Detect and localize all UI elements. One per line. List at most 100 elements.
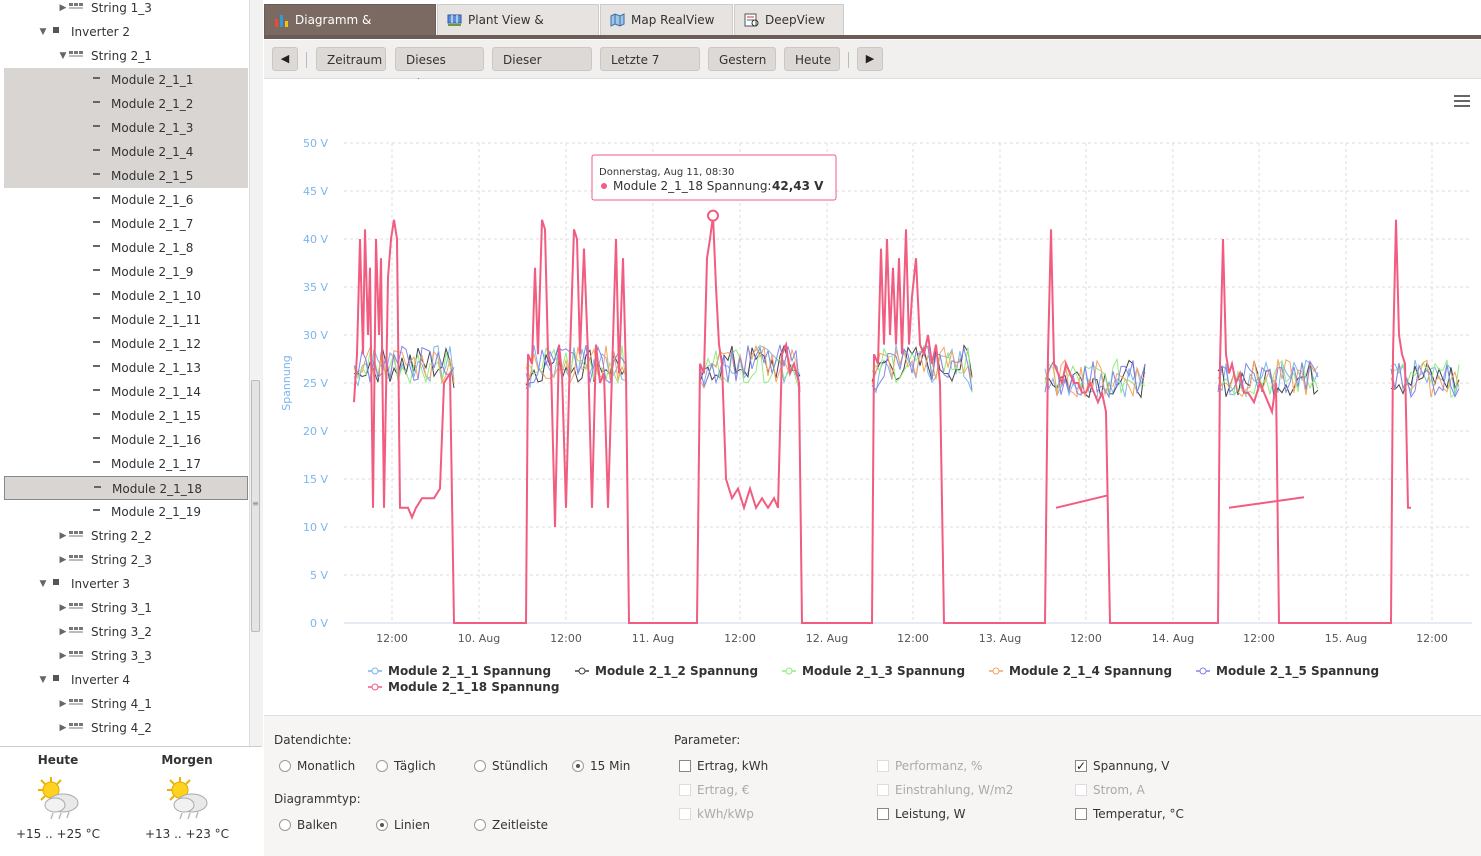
tree-scrollbar-track[interactable]	[249, 0, 263, 746]
param-temperatur-checkbox[interactable]: Temperatur, °C	[1075, 805, 1184, 823]
tree-item-module-2-1-9[interactable]: Module 2_1_9	[4, 260, 248, 284]
param-spannung-checkbox[interactable]: Spannung, V	[1075, 757, 1169, 775]
tree-item-module-2-1-1[interactable]: Module 2_1_1	[4, 68, 248, 92]
option-label: Leistung, W	[895, 807, 966, 821]
legend-marker-icon	[371, 683, 379, 691]
param-ertrag-kwh-checkbox[interactable]: Ertrag, kWh	[679, 757, 768, 775]
tree-item-string-3-1[interactable]: ▶ String 3_1	[4, 596, 248, 620]
param-strom-checkbox[interactable]: Strom, A	[1075, 781, 1145, 799]
collapse-toggle-icon[interactable]: ▼	[39, 675, 47, 685]
option-label: 15 Min	[590, 759, 631, 773]
prev-period-button[interactable]: ◀	[272, 47, 298, 71]
tree-item-string-1-3[interactable]: ▶ String 1_3	[4, 0, 248, 20]
tree-item-string-3-2[interactable]: ▶ String 3_2	[4, 620, 248, 644]
density-monatlich-radio[interactable]: Monatlich	[279, 757, 355, 775]
hamburger-menu-icon[interactable]	[1454, 95, 1470, 109]
legend-marker-icon	[992, 667, 1000, 675]
weather-temp: +15 .. +25 °C	[15, 827, 101, 841]
tree-item-module-2-1-8[interactable]: Module 2_1_8	[4, 236, 248, 260]
legend-item-module-2-1-18[interactable]: Module 2_1_18 Spannung	[368, 680, 559, 695]
tab-plant-view-layout[interactable]: Plant View & Layout	[437, 4, 599, 58]
toolbar-separator	[848, 52, 849, 68]
expand-toggle-icon[interactable]: ▶	[59, 627, 67, 637]
tree-item-inverter-3[interactable]: ▼ Inverter 3	[4, 572, 248, 596]
zeitraum-button[interactable]: Zeitraum	[316, 47, 386, 71]
tree-item-module-2-1-3[interactable]: Module 2_1_3	[4, 116, 248, 140]
tab-diagramm-statistik[interactable]: Diagramm & Statistik	[264, 4, 436, 58]
tree-item-module-2-1-5[interactable]: Module 2_1_5	[4, 164, 248, 188]
series-line-module-2-1-5	[1217, 360, 1319, 394]
tree-item-label: Module 2_1_17	[111, 457, 201, 471]
type-zeitleiste-radio[interactable]: Zeitleiste	[474, 816, 548, 834]
dieser-monat-button[interactable]: Dieser Monat	[492, 47, 592, 91]
tree-item-module-2-1-14[interactable]: Module 2_1_14	[4, 380, 248, 404]
module-icon	[88, 140, 104, 164]
param-einstrahlung-checkbox[interactable]: Einstrahlung, W/m2	[877, 781, 1013, 799]
x-tick-label: 13. Aug	[979, 632, 1021, 645]
tree-item-label: String 3_2	[91, 625, 152, 639]
tree-item-module-2-1-13[interactable]: Module 2_1_13	[4, 356, 248, 380]
expand-toggle-icon[interactable]: ▶	[59, 3, 67, 13]
param-kwh-kwp-checkbox[interactable]: kWh/kWp	[679, 805, 754, 823]
option-label: Ertrag, €	[697, 783, 750, 797]
y-tick-label: 30 V	[303, 329, 328, 342]
density-15min-radio[interactable]: 15 Min	[572, 757, 630, 775]
collapse-toggle-icon[interactable]: ▼	[39, 27, 47, 37]
tab-label: DeepView	[765, 13, 826, 27]
tree-item-inverter-2[interactable]: ▼ Inverter 2	[4, 20, 248, 44]
legend-item-module-2-1-3[interactable]: Module 2_1_3 Spannung	[782, 664, 965, 679]
tree-item-string-4-1[interactable]: ▶ String 4_1	[4, 692, 248, 716]
type-linien-radio[interactable]: Linien	[376, 816, 430, 834]
param-performanz-checkbox[interactable]: Performanz, %	[877, 757, 982, 775]
tree-item-module-2-1-12[interactable]: Module 2_1_12	[4, 332, 248, 356]
tree-scrollbar-thumb[interactable]: ≡	[251, 380, 260, 632]
legend-item-module-2-1-5[interactable]: Module 2_1_5 Spannung	[1196, 664, 1379, 679]
expand-toggle-icon[interactable]: ▶	[59, 531, 67, 541]
param-ertrag-eur-checkbox[interactable]: Ertrag, €	[679, 781, 749, 799]
tree-item-module-2-1-11[interactable]: Module 2_1_11	[4, 308, 248, 332]
collapse-toggle-icon[interactable]: ▼	[59, 51, 67, 61]
expand-toggle-icon[interactable]: ▶	[59, 603, 67, 613]
expand-toggle-icon[interactable]: ▶	[59, 555, 67, 565]
tree-item-module-2-1-15[interactable]: Module 2_1_15	[4, 404, 248, 428]
tab-map-realview[interactable]: Map RealView	[600, 4, 733, 35]
expand-toggle-icon[interactable]: ▶	[59, 723, 67, 733]
tree-item-string-3-3[interactable]: ▶ String 3_3	[4, 644, 248, 668]
collapse-toggle-icon[interactable]: ▼	[39, 579, 47, 589]
tree-item-inverter-4[interactable]: ▼ Inverter 4	[4, 668, 248, 692]
tree-item-string-4-2[interactable]: ▶ String 4_2	[4, 716, 248, 740]
gestern-button[interactable]: Gestern	[708, 47, 776, 71]
tab-underline	[264, 35, 1481, 39]
tree-item-module-2-1-2[interactable]: Module 2_1_2	[4, 92, 248, 116]
legend-item-module-2-1-4[interactable]: Module 2_1_4 Spannung	[989, 664, 1172, 679]
tree-item-module-2-1-16[interactable]: Module 2_1_16	[4, 428, 248, 452]
string-icon	[68, 644, 84, 668]
expand-toggle-icon[interactable]: ▶	[59, 651, 67, 661]
legend-marker-icon	[371, 667, 379, 675]
tree-item-module-2-1-7[interactable]: Module 2_1_7	[4, 212, 248, 236]
tree-item-module-2-1-18[interactable]: Module 2_1_18	[4, 476, 248, 500]
letzte-7-tage-button[interactable]: Letzte 7 Tage	[600, 47, 700, 91]
tree-item-module-2-1-19[interactable]: Module 2_1_19	[4, 500, 248, 524]
param-leistung-checkbox[interactable]: Leistung, W	[877, 805, 965, 823]
tree-item-module-2-1-6[interactable]: Module 2_1_6	[4, 188, 248, 212]
type-balken-radio[interactable]: Balken	[279, 816, 337, 834]
density-taeglich-radio[interactable]: Täglich	[376, 757, 436, 775]
heute-button[interactable]: Heute	[784, 47, 840, 71]
next-period-button[interactable]: ▶	[857, 47, 883, 71]
module-icon	[88, 404, 104, 428]
legend-item-module-2-1-1[interactable]: Module 2_1_1 Spannung	[368, 664, 551, 679]
tree-item-module-2-1-4[interactable]: Module 2_1_4	[4, 140, 248, 164]
tree-item-module-2-1-10[interactable]: Module 2_1_10	[4, 284, 248, 308]
triangle-left-icon: ◀	[280, 52, 290, 65]
tree-item-string-2-1[interactable]: ▼ String 2_1	[4, 44, 248, 68]
tree-item-module-2-1-17[interactable]: Module 2_1_17	[4, 452, 248, 476]
module-icon	[88, 188, 104, 212]
tree-item-string-2-2[interactable]: ▶ String 2_2	[4, 524, 248, 548]
density-stuendlich-radio[interactable]: Stündlich	[474, 757, 548, 775]
expand-toggle-icon[interactable]: ▶	[59, 699, 67, 709]
legend-item-module-2-1-2[interactable]: Module 2_1_2 Spannung	[575, 664, 758, 679]
tab-deepview[interactable]: DeepView	[734, 4, 844, 35]
dieses-jahr-button[interactable]: Dieses Jahr	[395, 47, 484, 91]
tree-item-string-2-3[interactable]: ▶ String 2_3	[4, 548, 248, 572]
